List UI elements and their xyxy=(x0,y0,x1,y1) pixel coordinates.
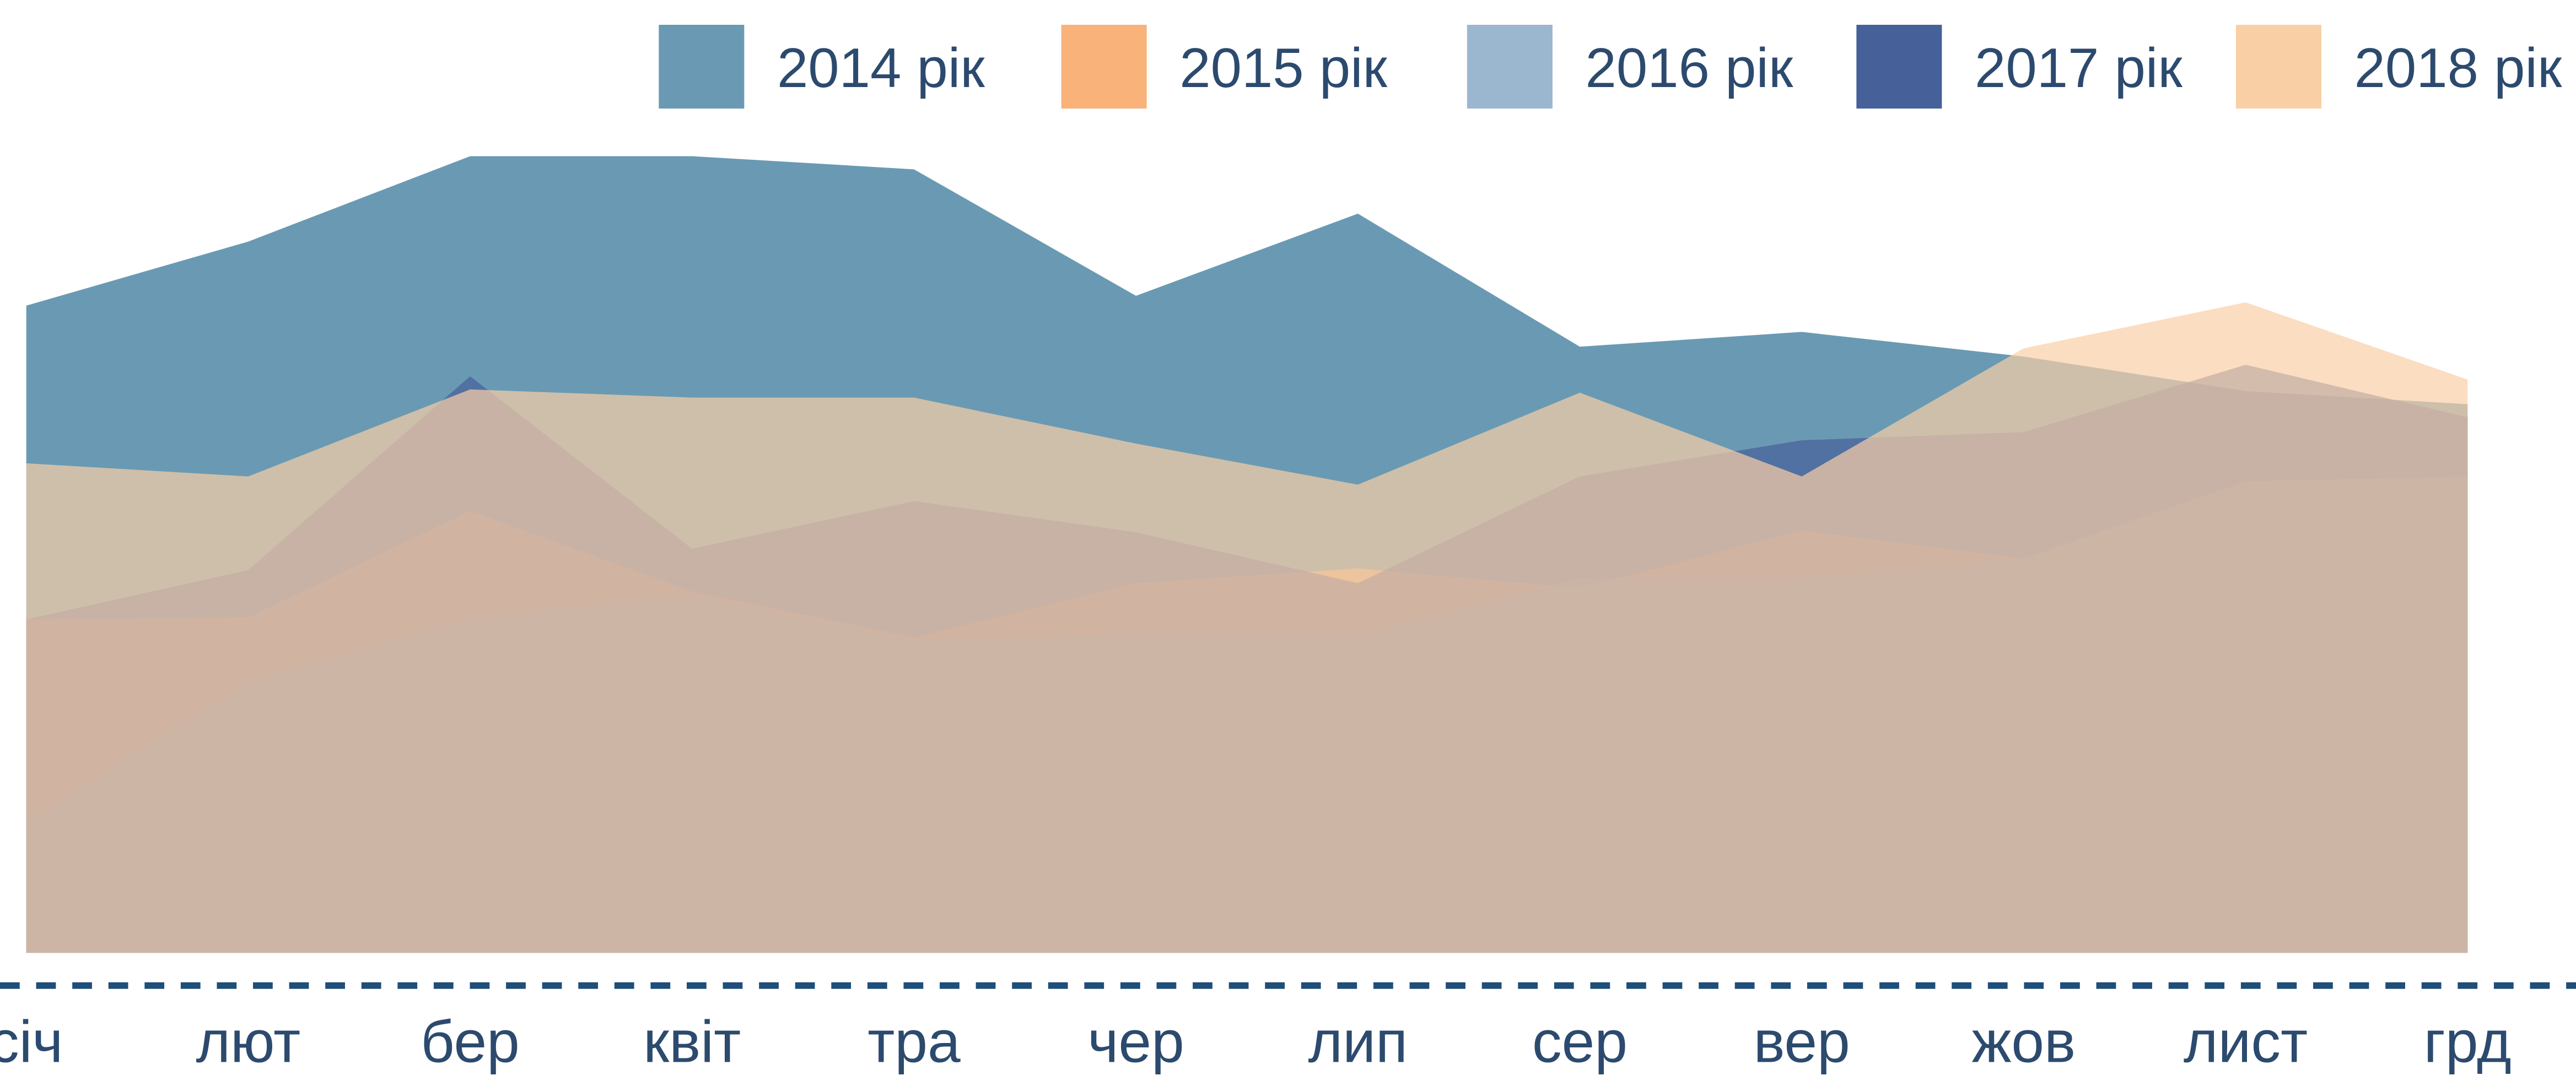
legend-swatch xyxy=(1467,25,1553,109)
x-tick-label: чер xyxy=(1088,1008,1184,1074)
x-tick-label: сер xyxy=(1532,1008,1627,1074)
legend-label: 2014 рік xyxy=(777,37,985,99)
x-tick-label: лист xyxy=(2184,1008,2308,1074)
legend-swatch xyxy=(659,25,745,109)
legend-label: 2018 рік xyxy=(2354,37,2562,99)
legend-swatch xyxy=(2235,25,2321,109)
legend-swatch xyxy=(1856,25,1942,109)
legend-label: 2017 рік xyxy=(1975,37,2182,99)
x-tick-label: лют xyxy=(196,1008,300,1074)
x-tick-label: бер xyxy=(421,1008,520,1074)
x-tick-label: вер xyxy=(1754,1008,1850,1074)
area xyxy=(26,302,2468,953)
x-tick-label: лип xyxy=(1308,1008,1408,1074)
x-tick-label: жов xyxy=(1972,1008,2076,1074)
x-tick-label: грд xyxy=(2424,1008,2512,1074)
x-tick-label: квіт xyxy=(643,1008,741,1074)
legend-swatch xyxy=(1061,25,1147,109)
x-tick-label: тра xyxy=(867,1008,961,1074)
legend-label: 2015 рік xyxy=(1179,37,1387,99)
x-tick-label: січ xyxy=(0,1008,63,1074)
legend-label: 2016 рік xyxy=(1586,37,1793,99)
